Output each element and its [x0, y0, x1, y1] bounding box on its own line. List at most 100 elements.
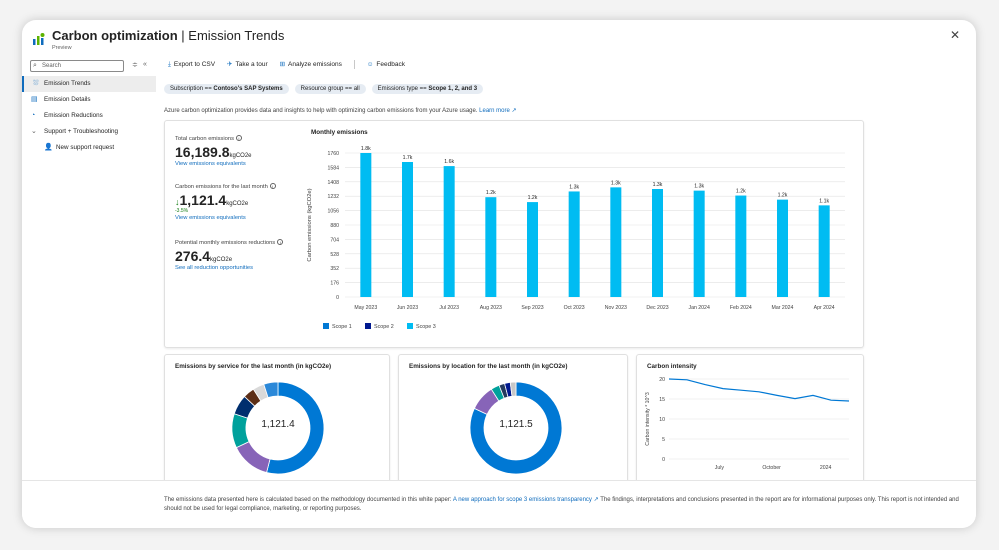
intensity-line[interactable]	[668, 378, 850, 402]
legend-swatch	[323, 323, 329, 329]
y-tick-label: 15	[659, 397, 665, 403]
y-tick-label: 1056	[327, 209, 339, 215]
donut-slice[interactable]	[263, 381, 279, 399]
bar-scope3[interactable]	[652, 189, 663, 297]
x-tick-label: Mar 2024	[772, 305, 794, 311]
preview-label: Preview	[52, 45, 72, 51]
sidebar-item-support-troubleshooting[interactable]: ⌄ Support + Troubleshooting	[22, 124, 156, 140]
kpi-label: Total carbon emissions	[175, 136, 234, 142]
bar-scope3[interactable]	[443, 166, 455, 297]
analyze-emissions-button[interactable]: ⊞ Analyze emissions	[279, 61, 342, 69]
info-icon[interactable]: i	[235, 135, 242, 141]
service-card-title: Emissions by service for the last month …	[175, 363, 332, 370]
legend-label: Scope 2	[374, 324, 394, 330]
bar-scope3[interactable]	[818, 205, 830, 297]
service-donut-total: 1,121.4	[261, 419, 295, 430]
overview-card: Total carbon emissions i 16,189.8kgCO2e V…	[164, 120, 864, 348]
kpi-label: Potential monthly emissions reductions	[175, 240, 276, 246]
search-input[interactable]: ⌕ Search	[30, 60, 124, 72]
resource-group-filter[interactable]: Resource group == all	[294, 84, 366, 94]
x-tick-label: Nov 2023	[605, 305, 627, 311]
search-icon: ⌕	[33, 62, 37, 69]
person-icon: 👤	[44, 144, 53, 151]
sidebar-item-label: Emission Details	[44, 96, 91, 103]
sidebar-item-label: Emission Reductions	[44, 112, 103, 119]
sidebar-item-emission-trends[interactable]: ⛆ Emission Trends	[22, 76, 156, 92]
x-tick-label: Aug 2023	[480, 305, 502, 311]
app-window: Carbon optimization | Emission Trends Pr…	[22, 20, 976, 528]
kpi-delta: -3.5%	[175, 208, 189, 214]
x-tick-label: Jun 2023	[397, 305, 418, 311]
subscription-filter[interactable]: Subscription == Contoso's SAP Systems	[164, 84, 289, 94]
page-title: Carbon optimization | Emission Trends	[52, 28, 285, 43]
location-donut-chart	[469, 381, 563, 475]
bar-scope3[interactable]	[610, 187, 622, 297]
sidebar-item-emission-reductions[interactable]: ◔ Emission Reductions	[22, 108, 156, 124]
y-tick-label: 20	[659, 377, 665, 383]
bar-scope3[interactable]	[568, 191, 580, 297]
external-link-icon: ↗	[511, 108, 517, 114]
x-tick-label: 2024	[820, 465, 832, 471]
view-equivalents-link[interactable]: View emissions equivalents	[175, 215, 246, 221]
close-button[interactable]: ✕	[949, 28, 960, 42]
x-tick-label: Feb 2024	[730, 305, 752, 311]
feedback-button[interactable]: ☺ Feedback	[366, 61, 405, 69]
intensity-card-title: Carbon intensity	[647, 363, 697, 370]
bar-scope3[interactable]	[485, 197, 497, 297]
toolbar-divider	[353, 60, 355, 69]
legend-swatch	[365, 323, 371, 329]
monthly-emissions-title: Monthly emissions	[311, 129, 368, 136]
bar-scope3[interactable]	[735, 195, 747, 297]
whitepaper-link[interactable]: A new approach for scope 3 emissions tra…	[452, 497, 592, 503]
sidebar-item-new-support-request[interactable]: 👤 New support request	[22, 140, 156, 156]
see-reduction-opportunities-link[interactable]: See all reduction opportunities	[175, 265, 253, 271]
sidebar-nav: ⛆ Emission Trends ▤ Emission Details ◔ Emis…	[22, 76, 156, 156]
donut-slice[interactable]	[469, 381, 563, 475]
view-equivalents-link[interactable]: View emissions equivalents	[175, 161, 246, 167]
take-tour-button[interactable]: ✈ Take a tour	[227, 61, 268, 69]
x-tick-label: Apr 2024	[814, 305, 835, 311]
sidebar-item-label: Emission Trends	[44, 80, 91, 87]
expand-collapse-icon[interactable]: ≑	[132, 62, 138, 69]
emission-trends-icon: ⛆	[33, 80, 39, 87]
analyze-icon: ⊞	[279, 61, 286, 69]
bar-scope3[interactable]	[777, 199, 788, 297]
kpi-unit: kgCO2e	[210, 257, 233, 263]
donut-slice[interactable]	[235, 441, 271, 474]
more-options-button[interactable]: ···	[264, 28, 274, 39]
carbon-intensity-chart: 0 5 10 15 20 Carbon intensity * 10^3 July Octob…	[645, 377, 850, 471]
external-link-icon: ↗	[593, 497, 599, 503]
sidebar-item-label: Support + Troubleshooting	[44, 128, 119, 135]
collapse-sidebar-icon[interactable]: «	[143, 61, 147, 68]
bar-data-label: 1.2k	[486, 190, 496, 196]
bar-data-label: 1.2k	[778, 193, 788, 199]
kpi-total: Total carbon emissions i 16,189.8kgCO2e V…	[175, 135, 252, 167]
learn-more-link[interactable]: Learn more	[479, 108, 510, 114]
y-tick-label: 880	[330, 223, 339, 229]
sidebar-item-emission-details[interactable]: ▤ Emission Details	[22, 92, 156, 108]
bar-scope3[interactable]	[693, 190, 705, 297]
info-icon[interactable]: i	[277, 239, 284, 245]
carbon-optimization-logo-icon	[33, 33, 45, 45]
bar-data-label: 1.3k	[653, 182, 663, 188]
x-tick-label: Oct 2023	[564, 305, 585, 311]
y-tick-label: 528	[330, 252, 339, 258]
y-tick-label: 1760	[327, 151, 339, 157]
info-icon[interactable]: i	[269, 183, 276, 189]
x-tick-label: Jul 2023	[439, 305, 459, 311]
donut-slice[interactable]	[509, 381, 517, 397]
bar-scope3[interactable]	[527, 202, 538, 297]
bar-scope3[interactable]	[402, 162, 413, 297]
location-donut-total: 1,121.5	[499, 419, 533, 430]
bar-data-label: 1.2k	[736, 189, 746, 195]
emissions-type-filter[interactable]: Emissions type == Scope 1, 2, and 3	[371, 84, 484, 94]
export-csv-button[interactable]: ⤓ Export to CSV	[168, 61, 216, 69]
y-tick-label: 704	[330, 237, 339, 243]
page-header: Carbon optimization | Emission Trends Pr…	[32, 28, 962, 54]
sidebar-item-label: New support request	[56, 144, 115, 151]
emission-details-icon: ▤	[31, 96, 38, 103]
bar-data-label: 1.3k	[569, 184, 579, 190]
service-card: Emissions by service for the last month …	[164, 354, 390, 494]
bar-data-label: 1.8k	[361, 146, 371, 152]
bar-scope3[interactable]	[360, 153, 372, 297]
